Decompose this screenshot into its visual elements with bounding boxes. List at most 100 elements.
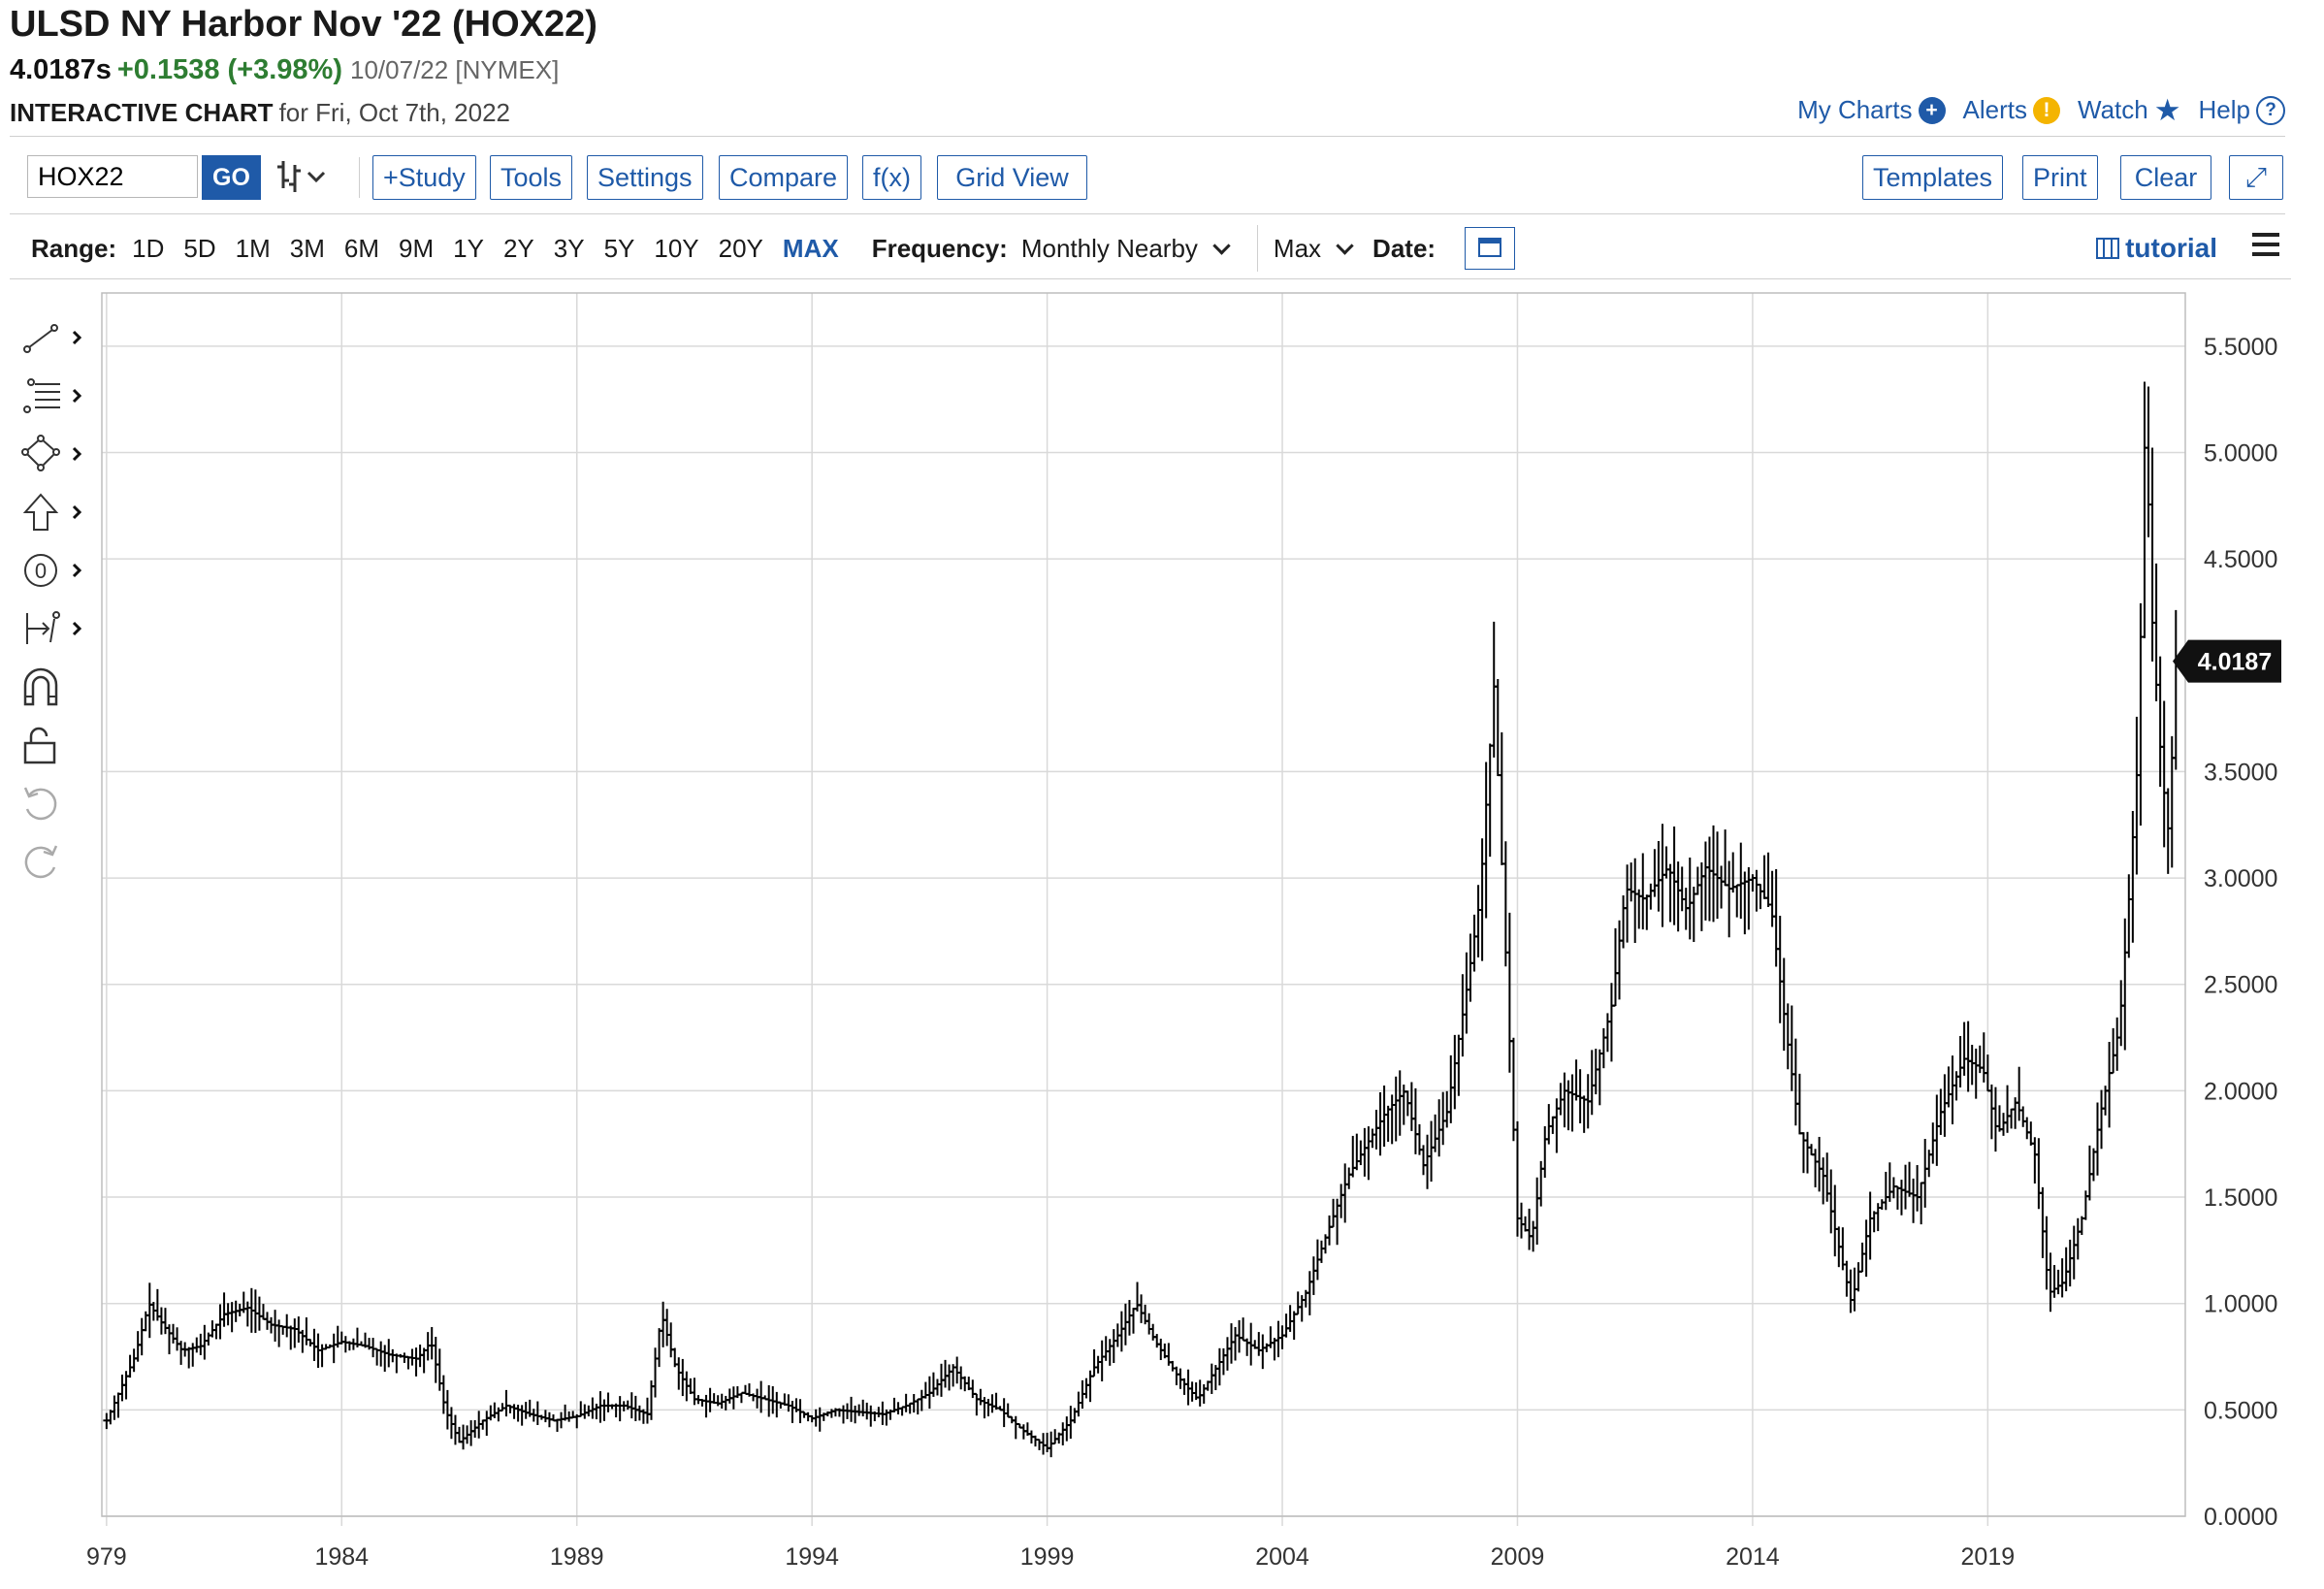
ohlc-bar [197,1333,205,1355]
marker-tool-icon[interactable]: 0 [21,551,89,594]
ohlc-bar [185,1346,193,1369]
range-option-9m[interactable]: 9M [399,233,435,263]
expand-icon[interactable]: ⤢ [2229,155,2283,200]
ohlc-bar [597,1391,604,1423]
price-chart[interactable]: 0.0000 0.5000 1.0000 1.5000 2.0000 2.5000 3.00… [0,281,2324,1572]
hamburger-menu-icon[interactable] [2252,233,2279,262]
ohlc-bar [2098,1089,2106,1150]
shape-tool-icon[interactable] [21,435,89,477]
ohlc-bar [111,1395,118,1420]
range-option-1m[interactable]: 1M [235,233,271,263]
chevron-down-icon[interactable] [1212,236,1231,255]
range-option-5y[interactable]: 5Y [603,233,635,263]
redo-icon[interactable] [21,842,89,885]
alerts-link[interactable]: Alerts! [1963,95,2060,125]
range-option-5d[interactable]: 5D [183,233,216,263]
range-option-1d[interactable]: 1D [132,233,165,263]
add-study-button[interactable]: +Study [372,155,476,200]
ohlc-bar [2000,1113,2008,1136]
ohlc-bars-icon [277,161,326,192]
ohlc-bar [1533,1177,1541,1245]
ohlc-bar [1995,1105,2003,1132]
ohlc-bar [1643,894,1651,930]
y-tick-label: 0.0000 [2204,1504,2277,1531]
ohlc-bar [969,1379,977,1399]
ohlc-bar [1436,1099,1443,1157]
print-button[interactable]: Print [2022,155,2098,200]
y-tick-label: 1.5000 [2204,1184,2277,1212]
range-option-6m[interactable]: 6M [343,233,379,263]
help-link[interactable]: Help? [2199,95,2285,125]
undo-icon[interactable] [21,784,89,827]
ohlc-bar [439,1375,447,1414]
ohlc-bar [1976,1045,1984,1074]
ohlc-bar [643,1397,651,1424]
ohlc-bar [1803,1131,1811,1174]
range-option-max[interactable]: MAX [782,233,839,263]
period-select[interactable]: Max [1273,233,1322,263]
ohlc-bar [1757,883,1764,910]
chevron-down-icon[interactable] [1336,236,1354,255]
ohlc-bar [2160,700,2168,848]
range-option-3m[interactable]: 3M [289,233,325,263]
ohlc-bar [201,1324,209,1360]
ohlc-bar [973,1392,981,1416]
ohlc-bar [1784,1003,1791,1070]
range-option-20y[interactable]: 20Y [718,233,763,263]
y-tick-label: 2.5000 [2204,972,2277,999]
frequency-select[interactable]: Monthly Nearby [1020,233,1198,263]
ohlc-bar [1200,1383,1208,1404]
ohlc-bar [1353,1133,1361,1171]
ohlc-bar [385,1339,393,1368]
ohlc-bar [243,1301,251,1327]
arrow-up-icon[interactable] [21,493,89,535]
grid-view-button[interactable]: Grid View [937,155,1087,200]
fibonacci-tool-icon[interactable] [21,376,89,419]
tutorial-label: tutorial [2125,233,2217,263]
ohlc-bar [1365,1126,1372,1181]
ohlc-bar [1910,1178,1918,1223]
page-title: ULSD NY Harbor Nov '22 (HOX22) [10,4,597,45]
compare-button[interactable]: Compare [719,155,849,200]
ohlc-bar [1173,1366,1180,1385]
range-option-10y[interactable]: 10Y [654,233,699,263]
settings-button[interactable]: Settings [587,155,703,200]
ohlc-bar [1388,1094,1396,1145]
my-charts-link[interactable]: My Charts + [1797,95,1946,125]
tutorial-link[interactable]: tutorial [2096,233,2217,264]
ohlc-bar [1639,853,1647,930]
function-button[interactable]: f(x) [862,155,921,200]
range-option-2y[interactable]: 2Y [502,233,534,263]
range-option-3y[interactable]: 3Y [553,233,585,263]
ohlc-bar [1933,1094,1941,1166]
ohlc-bar [2129,811,2137,943]
bar-type-selector[interactable] [275,157,332,203]
ohlc-bar [1338,1184,1345,1218]
ohlc-bar [1474,885,1482,957]
ohlc-bar [1223,1337,1231,1371]
ohlc-bar [1749,874,1757,892]
ohlc-bar [1561,1072,1568,1128]
line-tool-icon[interactable] [21,318,89,361]
ohlc-bar [341,1336,349,1353]
unlock-icon[interactable] [21,726,89,768]
go-button[interactable]: GO [202,155,261,200]
ohlc-bar [170,1323,178,1344]
ohlc-bar [1278,1325,1286,1349]
symbol-input[interactable] [27,155,198,198]
tools-button[interactable]: Tools [490,155,573,200]
magnet-icon[interactable] [21,667,89,710]
calendar-icon[interactable] [1465,227,1516,270]
watch-link[interactable]: Watch ★ [2078,95,2181,125]
templates-button[interactable]: Templates [1862,155,2004,200]
ohlc-bar [291,1318,299,1348]
ohlc-bar [1428,1120,1436,1183]
ohlc-bar [2164,788,2172,874]
ohlc-bar [1486,743,1494,858]
ohlc-bar [1882,1171,1889,1211]
range-option-1y[interactable]: 1Y [453,233,484,263]
ohlc-bar [1149,1323,1157,1341]
ohlc-bar [1330,1198,1338,1228]
clear-button[interactable]: Clear [2120,155,2211,200]
measure-tool-icon[interactable] [21,609,89,652]
